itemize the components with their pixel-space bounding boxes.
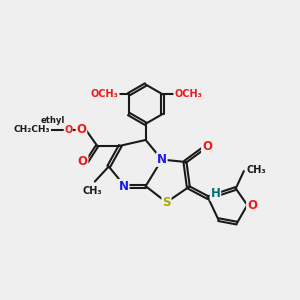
Text: N: N [157,153,167,166]
Text: O: O [247,199,257,212]
Text: H: H [211,187,220,200]
Text: OCH₃: OCH₃ [174,89,202,99]
Text: OCH₃: OCH₃ [91,89,119,99]
Text: CH₃: CH₃ [246,165,266,175]
Text: ethyl: ethyl [40,116,65,125]
Text: O: O [202,140,212,153]
Text: O: O [76,123,86,136]
Text: O: O [64,124,72,135]
Text: CH₂CH₃: CH₂CH₃ [14,125,50,134]
Text: O: O [78,155,88,168]
Text: CH₃: CH₃ [82,186,102,196]
Text: S: S [162,196,171,209]
Text: N: N [119,180,129,193]
